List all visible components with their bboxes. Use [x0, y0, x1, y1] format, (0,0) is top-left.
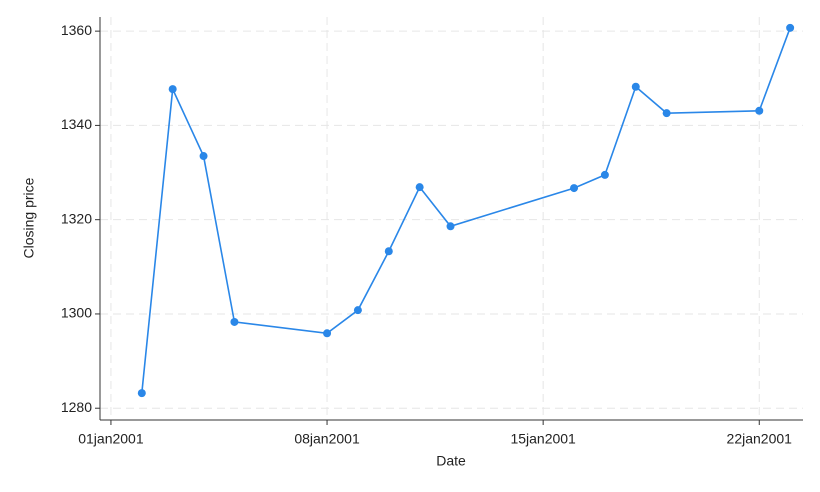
point: [230, 317, 239, 326]
point: [570, 184, 579, 193]
y-tick-label: 1300: [61, 305, 92, 321]
point: [353, 306, 362, 315]
x-axis-title: Date: [436, 453, 466, 469]
y-tick-label: 1340: [61, 116, 92, 132]
y-tick-label: 1280: [61, 399, 92, 415]
x-tick-label: 08jan2001: [294, 431, 360, 447]
point: [786, 23, 795, 32]
point: [137, 389, 146, 398]
point: [662, 109, 671, 118]
point: [415, 183, 424, 192]
y-tick-label: 1360: [61, 22, 92, 38]
y-axis-title: Closing price: [21, 177, 37, 258]
point: [755, 106, 764, 115]
point: [168, 85, 177, 94]
point: [600, 170, 609, 179]
x-tick-label: 22jan2001: [727, 431, 793, 447]
x-tick-label: 15jan2001: [510, 431, 576, 447]
point: [631, 82, 640, 91]
point: [199, 152, 208, 161]
grid-layer: [100, 17, 803, 420]
point: [384, 247, 393, 256]
line: [141, 27, 791, 394]
y-tick-label: 1320: [61, 210, 92, 226]
point: [446, 222, 455, 231]
x-tick-label: 01jan2001: [78, 431, 144, 447]
point: [323, 329, 332, 338]
